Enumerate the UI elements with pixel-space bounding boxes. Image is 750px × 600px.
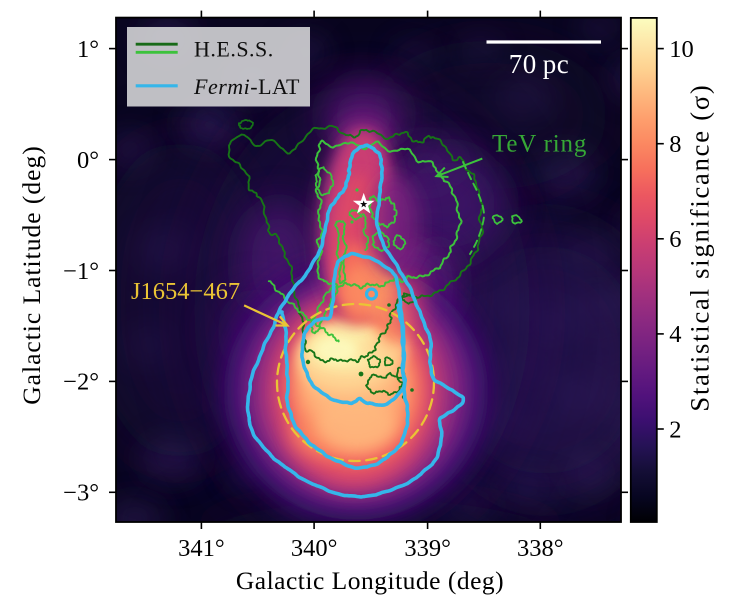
svg-text:6: 6 [669, 226, 681, 253]
svg-text:J1654−467: J1654−467 [131, 278, 240, 305]
svg-text:TeV ring: TeV ring [492, 131, 587, 158]
svg-text:339°: 339° [404, 535, 451, 562]
svg-text:70 pc: 70 pc [509, 49, 569, 79]
svg-text:341°: 341° [178, 535, 225, 562]
svg-text:10: 10 [669, 36, 694, 63]
svg-text:−1°: −1° [63, 258, 99, 285]
svg-text:338°: 338° [517, 535, 564, 562]
svg-text:4: 4 [669, 321, 681, 348]
svg-text:340°: 340° [291, 535, 338, 562]
svg-text:1°: 1° [77, 36, 99, 63]
svg-text:H.E.S.S.: H.E.S.S. [194, 37, 274, 62]
svg-text:2: 2 [669, 416, 681, 443]
svg-text:Galactic Longitude (deg): Galactic Longitude (deg) [236, 566, 504, 595]
svg-text:Galactic Latitude (deg): Galactic Latitude (deg) [17, 145, 46, 404]
svg-text:−2°: −2° [63, 369, 99, 396]
svg-text:−3°: −3° [63, 480, 99, 507]
svg-text:0°: 0° [77, 147, 99, 174]
svg-text:8: 8 [669, 131, 681, 158]
svg-text:Fermi-LAT: Fermi-LAT [193, 74, 300, 99]
svg-text:Statistical significance (σ): Statistical significance (σ) [685, 83, 715, 411]
